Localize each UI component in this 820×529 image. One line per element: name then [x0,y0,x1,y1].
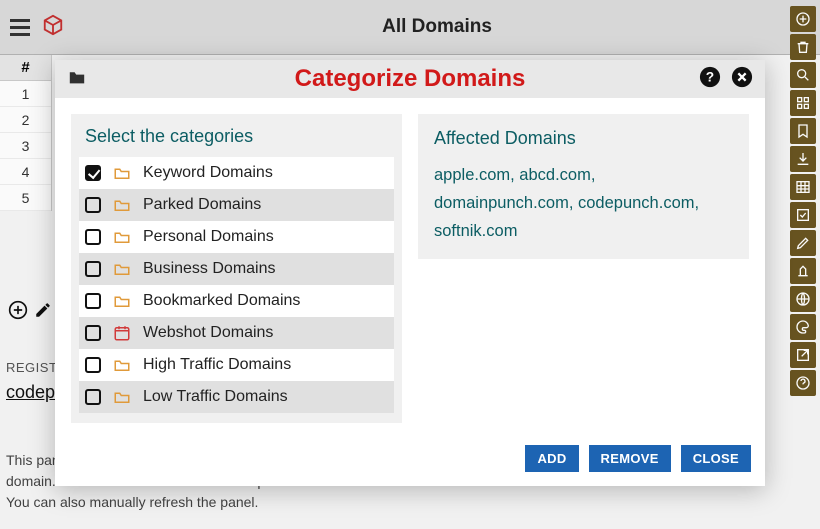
category-label: Personal Domains [143,228,274,246]
close-button[interactable]: CLOSE [681,445,751,472]
category-item[interactable]: Bookmarked Domains [79,285,394,317]
folder-icon [113,357,131,373]
category-item[interactable]: Parked Domains [79,189,394,221]
category-checkbox[interactable] [85,325,101,341]
calendar-icon [113,324,131,342]
category-checkbox[interactable] [85,357,101,373]
close-icon[interactable] [731,66,753,93]
category-item[interactable]: Personal Domains [79,221,394,253]
category-label: Low Traffic Domains [143,388,288,406]
category-item[interactable]: Webshot Domains [79,317,394,349]
folder-icon [113,293,131,309]
remove-button[interactable]: REMOVE [589,445,671,472]
add-button[interactable]: ADD [525,445,578,472]
modal-title: Categorize Domains [55,65,765,93]
category-checkbox[interactable] [85,293,101,309]
affected-domains-text: apple.com, abcd.com, domainpunch.com, co… [434,161,733,245]
category-checkbox[interactable] [85,229,101,245]
category-label: Bookmarked Domains [143,292,300,310]
category-checkbox[interactable] [85,197,101,213]
affected-heading: Affected Domains [434,128,733,149]
category-checkbox[interactable] [85,261,101,277]
category-checkbox[interactable] [85,165,101,181]
category-item[interactable]: Business Domains [79,253,394,285]
folder-icon [113,165,131,181]
category-checkbox[interactable] [85,389,101,405]
svg-text:?: ? [706,69,714,84]
category-item[interactable]: Low Traffic Domains [79,381,394,413]
folder-icon [67,69,87,90]
category-label: High Traffic Domains [143,356,291,374]
category-label: Business Domains [143,260,276,278]
help-icon[interactable]: ? [699,66,721,93]
folder-icon [113,197,131,213]
categorize-modal: Categorize Domains ? Select the categori… [55,60,765,486]
category-item[interactable]: Keyword Domains [79,157,394,189]
folder-icon [113,261,131,277]
category-label: Webshot Domains [143,324,273,342]
category-item[interactable]: High Traffic Domains [79,349,394,381]
folder-icon [113,229,131,245]
category-label: Keyword Domains [143,164,273,182]
folder-icon [113,389,131,405]
categories-heading: Select the categories [85,126,388,147]
category-label: Parked Domains [143,196,261,214]
